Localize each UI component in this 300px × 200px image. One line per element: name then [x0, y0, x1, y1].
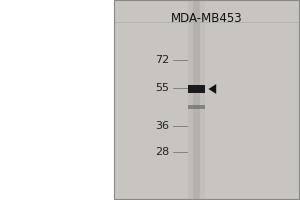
Bar [114, 0, 299, 199]
Bar [193, 0, 200, 200]
Bar [188, 0, 193, 200]
Text: 55: 55 [155, 83, 170, 93]
Text: 72: 72 [155, 55, 170, 65]
Bar [200, 0, 205, 200]
Bar [0, 0, 114, 200]
Bar [188, 85, 205, 93]
Polygon shape [208, 84, 216, 94]
Bar [188, 105, 205, 109]
Text: MDA-MB453: MDA-MB453 [171, 12, 243, 25]
Text: 28: 28 [155, 147, 170, 157]
Text: 36: 36 [155, 121, 170, 131]
Bar [114, 0, 300, 200]
